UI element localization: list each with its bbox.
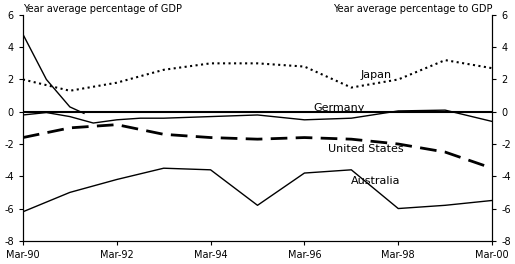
Text: United States: United States	[328, 144, 403, 154]
Text: Australia: Australia	[351, 176, 401, 186]
Text: Japan: Japan	[360, 70, 392, 80]
Text: Germany: Germany	[314, 103, 365, 113]
Text: Year average percentage to GDP: Year average percentage to GDP	[333, 4, 492, 14]
Text: Year average percentage of GDP: Year average percentage of GDP	[23, 4, 182, 14]
